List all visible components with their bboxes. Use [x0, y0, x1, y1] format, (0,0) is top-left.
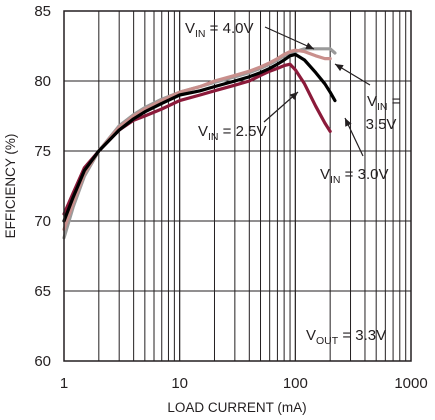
y-axis-title: EFFICIENCY (%) [3, 134, 18, 239]
annotation-arrowhead [335, 64, 344, 72]
series-group [62, 47, 337, 240]
y-tick-label: 60 [34, 353, 51, 370]
annotation-arrow-line [264, 26, 315, 50]
annotation-arrows [263, 26, 371, 157]
x-tick-label: 1000 [394, 375, 427, 392]
series-line [62, 52, 337, 223]
y-tick-label: 80 [34, 73, 51, 90]
annotation-arrowhead [289, 92, 298, 100]
annotation-label: VIN = 4.0V [185, 20, 253, 40]
y-tick-label: 75 [34, 143, 51, 160]
plot-frame [63, 10, 412, 362]
tick-labels: 1 10 100 1000 60 65 70 75 80 85 [34, 3, 427, 392]
y-tick-label: 70 [34, 213, 51, 230]
annotation-label: VIN = [367, 93, 401, 113]
annotation-label: VIN = 2.5V [198, 123, 266, 143]
x-axis-title: LOAD CURRENT (mA) [167, 400, 306, 415]
y-tick-label: 65 [34, 283, 51, 300]
annotation-arrowhead [305, 42, 314, 49]
annotation-label: VOUT = 3.3V [306, 327, 386, 347]
x-tick-label: 1 [60, 375, 68, 392]
annotation-label: VIN = 3.0V [320, 166, 388, 186]
annotation-arrowhead [345, 118, 352, 127]
annotation-label: 3.5V [366, 116, 397, 133]
annotations: VIN = 4.0V VIN = 3.5V VIN = 2.5V VIN = 3.0V V… [185, 20, 401, 347]
x-tick-label: 10 [171, 375, 188, 392]
x-tick-label: 100 [283, 375, 308, 392]
grid [63, 10, 412, 362]
y-tick-label: 85 [34, 3, 51, 20]
